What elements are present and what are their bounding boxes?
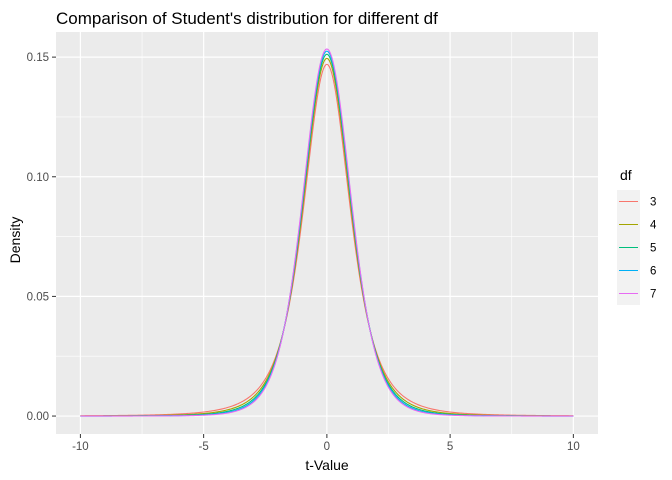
x-tick-label: -5 bbox=[199, 441, 209, 453]
y-tick-label: 0.05 bbox=[27, 291, 49, 303]
legend-label-df-3: 3 bbox=[650, 197, 656, 209]
y-tick-label: 0.15 bbox=[27, 52, 49, 64]
series-line-df-3 bbox=[80, 63, 574, 417]
legend-label-df-6: 6 bbox=[650, 266, 656, 278]
y-tick-label: 0.00 bbox=[27, 411, 49, 423]
x-axis-title: t-Value bbox=[305, 457, 349, 473]
series-line-df-7 bbox=[80, 48, 574, 417]
x-tick-label: 5 bbox=[447, 441, 453, 453]
y-tick-label: 0.10 bbox=[27, 172, 49, 184]
x-tick-label: 10 bbox=[567, 441, 580, 453]
series-lines bbox=[80, 48, 574, 417]
grid-major bbox=[56, 32, 598, 434]
legend-items: 3 4 5 6 7 bbox=[617, 190, 657, 305]
y-axis-title: Density bbox=[7, 217, 23, 264]
x-tick-label: -10 bbox=[72, 441, 89, 453]
x-axis: -10 -5 0 5 10 bbox=[72, 434, 580, 453]
x-tick-label: 0 bbox=[324, 441, 330, 453]
legend-label-df-4: 4 bbox=[650, 220, 657, 232]
legend-label-df-7: 7 bbox=[650, 289, 656, 301]
legend-label-df-5: 5 bbox=[650, 243, 656, 255]
plot-panel bbox=[56, 32, 598, 434]
legend-title: df bbox=[620, 167, 632, 183]
y-axis: 0.00 0.05 0.10 0.15 bbox=[27, 52, 56, 423]
chart-title: Comparison of Student's distribution for… bbox=[56, 9, 438, 28]
legend: df 3 4 5 6 7 bbox=[617, 167, 657, 305]
